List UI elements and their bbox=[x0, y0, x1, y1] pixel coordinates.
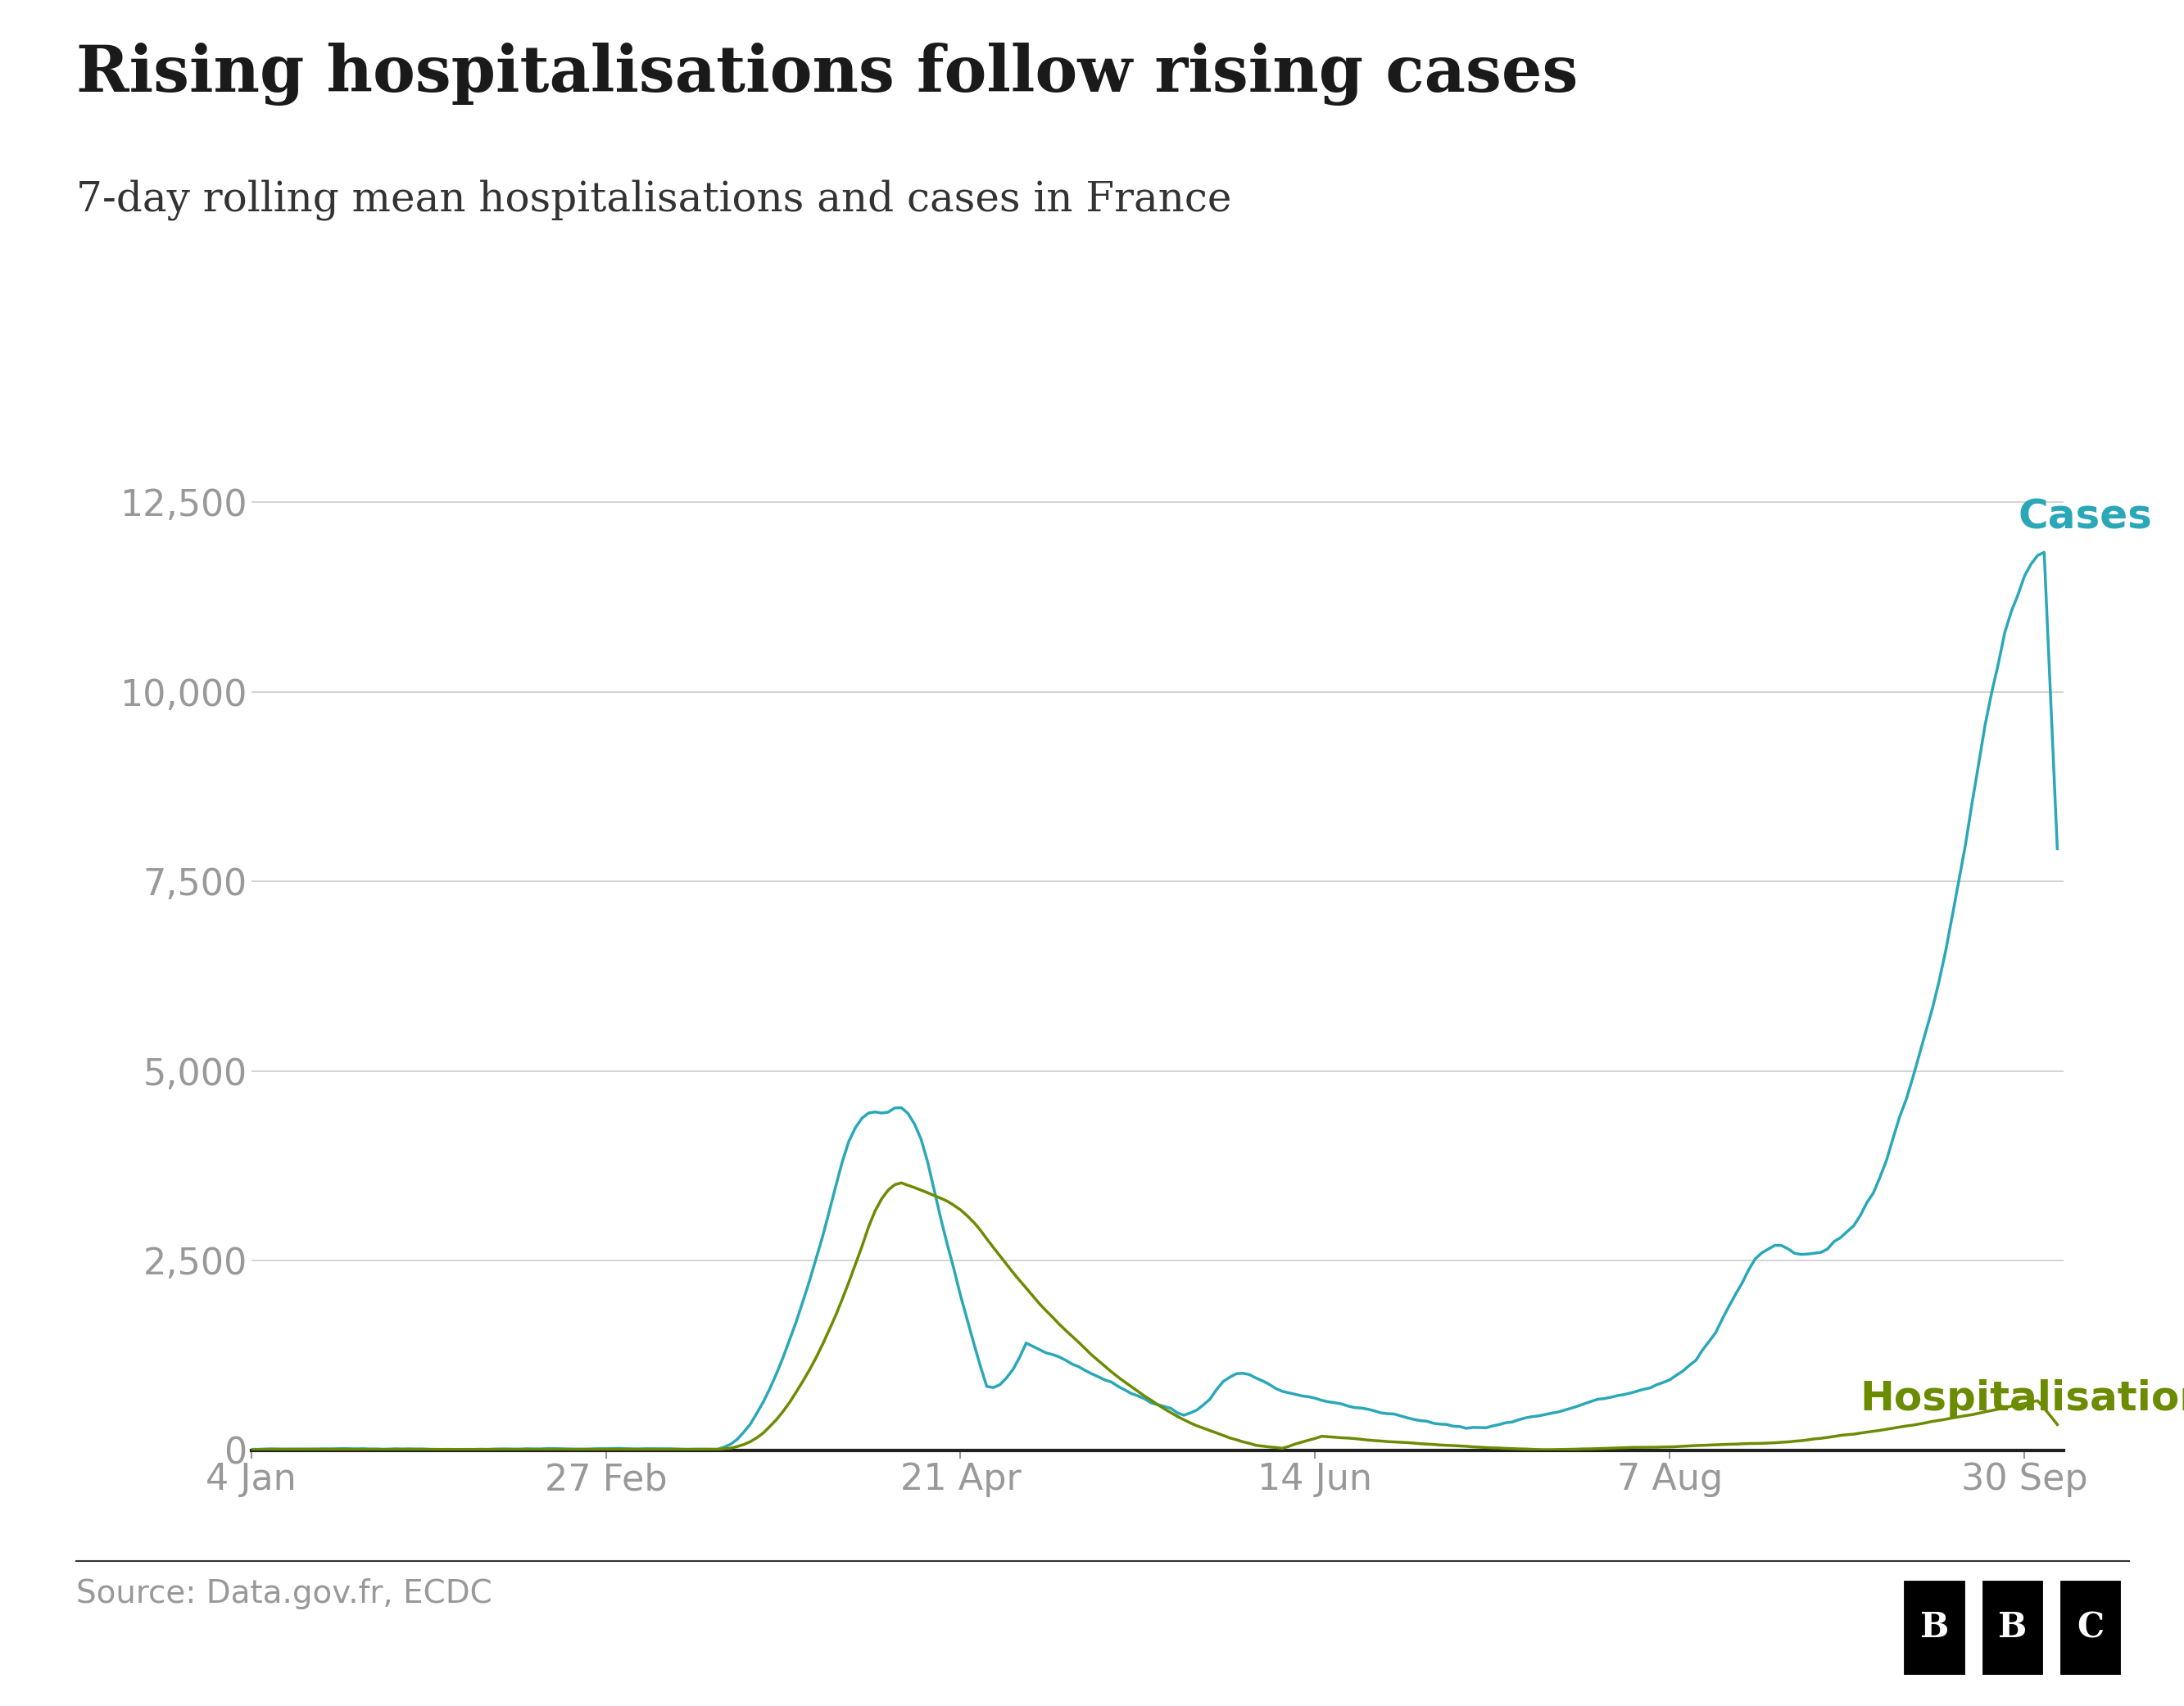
Text: Cases: Cases bbox=[2018, 498, 2151, 537]
Bar bbox=[1981, 1578, 2044, 1677]
Bar bbox=[1902, 1578, 1968, 1677]
Text: B: B bbox=[1998, 1610, 2027, 1645]
Text: 7-day rolling mean hospitalisations and cases in France: 7-day rolling mean hospitalisations and … bbox=[76, 179, 1232, 220]
Text: Rising hospitalisations follow rising cases: Rising hospitalisations follow rising ca… bbox=[76, 43, 1579, 106]
Text: Source: Data.gov.fr, ECDC: Source: Data.gov.fr, ECDC bbox=[76, 1578, 491, 1609]
Text: Hospitalisations: Hospitalisations bbox=[1861, 1378, 2184, 1418]
Bar bbox=[2060, 1578, 2123, 1677]
Text: B: B bbox=[1920, 1610, 1948, 1645]
Text: C: C bbox=[2077, 1610, 2103, 1645]
